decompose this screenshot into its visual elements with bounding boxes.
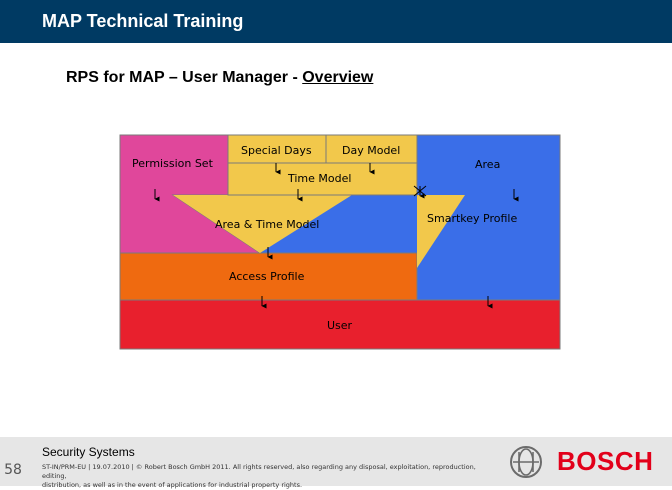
label-smartkey-profile: Smartkey Profile — [427, 212, 517, 225]
diagram-border — [119, 134, 561, 350]
slide-title-prefix: RPS for MAP – User Manager - — [66, 69, 303, 86]
area-time-model-block — [173, 195, 352, 253]
label-day-model: Day Model — [342, 144, 400, 157]
footer-unit: Security Systems — [42, 445, 135, 459]
bosch-armature-icon — [510, 446, 542, 478]
arrow-cross-mark — [413, 185, 427, 197]
footer-bar — [0, 437, 672, 486]
label-area-time-model: Area & Time Model — [215, 218, 319, 231]
header-bar: MAP Technical Training — [0, 0, 672, 43]
slide-title-underlined: Overview — [302, 69, 374, 86]
legal-line-1: ST-IN/PRM-EU | 19.07.2010 | © Robert Bos… — [42, 463, 476, 480]
access-profile-block — [119, 252, 418, 301]
smartkey-profile-block — [417, 195, 465, 268]
label-area: Area — [475, 158, 500, 171]
page-number: 58 — [4, 462, 22, 478]
legal-line-2: distribution, as well as in the event of… — [42, 481, 303, 489]
bosch-logo: BOSCH — [557, 446, 654, 476]
slide-title: RPS for MAP – User Manager - Overview — [66, 69, 373, 87]
special-days-box — [227, 134, 327, 164]
label-permission-set: Permission Set — [132, 157, 214, 170]
footer-legal: ST-IN/PRM-EU | 19.07.2010 | © Robert Bos… — [42, 463, 492, 490]
header-title: MAP Technical Training — [42, 11, 244, 31]
label-special-days: Special Days — [241, 144, 312, 157]
label-user: User — [327, 319, 353, 332]
label-time-model: Time Model — [287, 172, 351, 185]
label-access-profile: Access Profile — [229, 270, 305, 283]
